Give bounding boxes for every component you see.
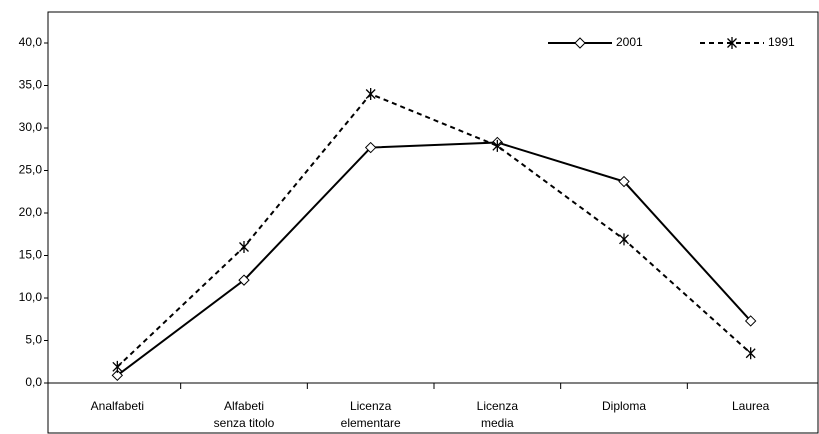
point — [618, 175, 630, 188]
x-tick-label: Laurea — [732, 399, 770, 413]
point — [727, 37, 737, 49]
legend-label: 1991 — [768, 35, 795, 49]
x-tick-label: Alfabeti senza titolo — [214, 399, 275, 430]
x-tick-label: Licenza media — [477, 399, 519, 430]
point — [744, 315, 757, 327]
plot-frame — [47, 11, 819, 434]
y-tick-label: 15,0 — [19, 248, 43, 262]
point — [364, 141, 377, 154]
point — [239, 241, 249, 253]
point — [238, 274, 250, 286]
y-tick-label: 10,0 — [19, 290, 43, 304]
y-tick-label: 20,0 — [19, 205, 43, 219]
x-tick-label: Diploma — [602, 399, 646, 413]
y-tick-label: 0,0 — [25, 375, 42, 389]
y-tick-label: 5,0 — [25, 333, 42, 347]
legend-label: 2001 — [616, 35, 643, 49]
y-tick-label: 40,0 — [19, 35, 43, 49]
series-line — [116, 141, 752, 377]
point — [112, 360, 123, 373]
y-tick-label: 25,0 — [19, 163, 43, 177]
point — [365, 88, 376, 100]
point — [574, 37, 586, 49]
y-tick-label: 35,0 — [19, 78, 43, 92]
x-tick-label: Licenza elementare — [341, 399, 401, 430]
x-tick-label: Analfabeti — [91, 399, 144, 413]
point — [492, 139, 503, 152]
series-line — [116, 92, 752, 368]
y-tick-label: 30,0 — [19, 120, 43, 134]
point — [745, 347, 756, 360]
point — [111, 369, 124, 382]
point — [619, 233, 629, 246]
